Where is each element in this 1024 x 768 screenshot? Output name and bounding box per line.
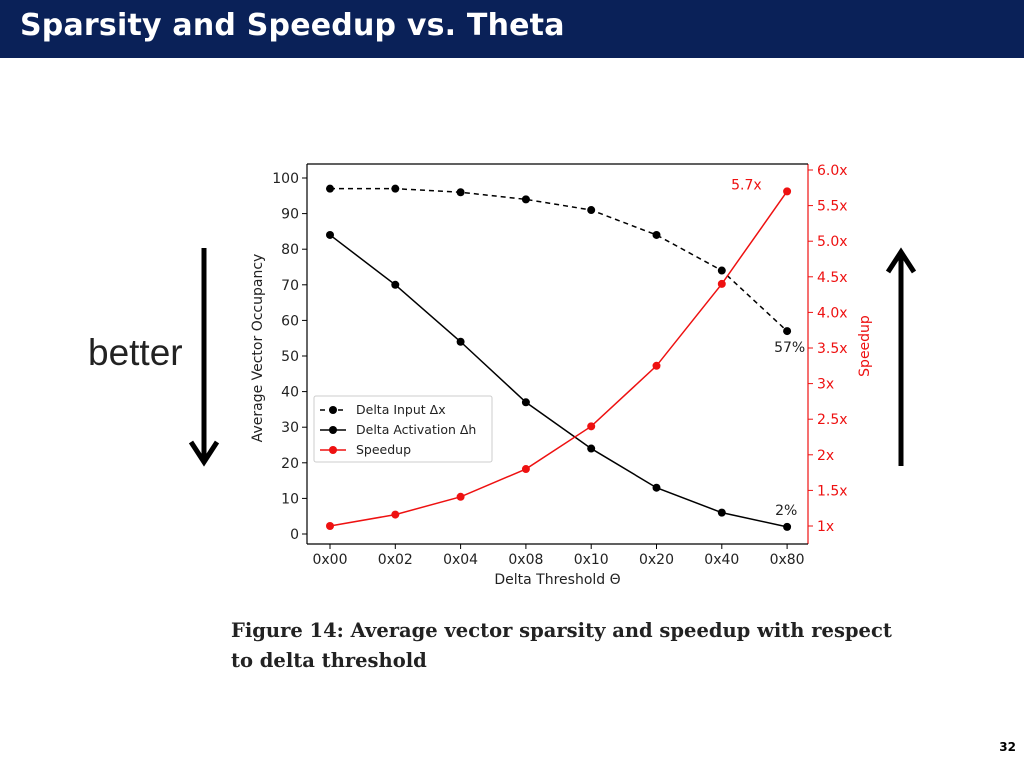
series-2-point	[717, 279, 726, 288]
right-tick-label: 3.5x	[817, 341, 848, 357]
up-arrow-icon	[885, 247, 917, 466]
series-0-point	[326, 184, 334, 193]
legend-box	[313, 395, 493, 463]
x-tick-label: 0x80	[770, 552, 805, 568]
series-2-point	[521, 465, 530, 474]
series-0-point	[652, 230, 661, 239]
right-tick-label: 5.0x	[817, 234, 848, 250]
series-1-point	[326, 230, 334, 239]
series-1-point	[391, 280, 400, 289]
legend-swatch-marker	[329, 446, 337, 454]
annotation-label: 57%	[774, 340, 805, 356]
better-label: better	[88, 332, 183, 373]
left-tick-label: 60	[281, 313, 299, 329]
left-tick-label: 40	[281, 385, 299, 401]
series-line-2	[329, 190, 788, 527]
x-axis-label: Delta Threshold Θ	[494, 572, 620, 588]
series-line-1	[329, 234, 788, 528]
delta-threshold-chart: 0 10 20 30 40 50 60 70 80 90 100 1x 1.5x 2x 2.5x 3x 3.5x…	[250, 163, 873, 588]
title-bar: Sparsity and Speedup vs. Theta	[0, 0, 1024, 58]
right-tick-label: 1.5x	[817, 483, 848, 499]
series-2-point	[783, 187, 792, 196]
left-tick-label: 30	[281, 420, 299, 436]
legend-entry-label: Speedup	[356, 442, 411, 457]
left-tick-label: 80	[281, 242, 299, 258]
legend-swatch-marker	[329, 406, 337, 414]
x-tick-label: 0x08	[508, 552, 543, 568]
series-0-point	[717, 266, 726, 275]
series-0-point	[521, 195, 530, 204]
x-tick-label: 0x20	[639, 552, 674, 568]
series-2-point	[652, 361, 661, 370]
left-axis-label: Average Vector Occupancy	[250, 254, 266, 443]
x-tick-label: 0x02	[378, 552, 413, 568]
series-1-point	[587, 444, 596, 453]
left-tick-label: 0	[290, 527, 299, 543]
left-tick-label: 70	[281, 278, 299, 294]
slide-title: Sparsity and Speedup vs. Theta	[20, 8, 565, 43]
right-tick-label: 5.5x	[817, 199, 848, 215]
series-1-point	[521, 398, 530, 407]
legend-entry-label: Delta Activation Δh	[356, 422, 476, 437]
x-tick-label: 0x10	[574, 552, 609, 568]
left-tick-label: 20	[281, 456, 299, 472]
left-tick-label: 100	[272, 171, 299, 187]
series-1-point	[717, 508, 726, 517]
series-2-point	[391, 510, 400, 519]
annotation-label: 2%	[775, 503, 797, 519]
right-axis-label: Speedup	[857, 315, 873, 377]
right-tick-label: 4.5x	[817, 270, 848, 286]
left-tick-label: 50	[281, 349, 299, 365]
series-1-point	[456, 337, 465, 346]
right-tick-label: 2x	[817, 448, 834, 464]
series-2-point	[456, 492, 465, 501]
legend-entry-label: Delta Input Δx	[356, 402, 446, 417]
right-tick-label: 6.0x	[817, 163, 848, 179]
series-1-point	[783, 522, 792, 531]
x-tick-label: 0x04	[443, 552, 478, 568]
series-2-point	[326, 522, 334, 530]
right-tick-label: 2.5x	[817, 412, 848, 428]
series-2-point	[587, 422, 596, 431]
right-tick-label: 3x	[817, 377, 834, 393]
legend-swatch-marker	[329, 426, 337, 434]
right-tick-label: 4.0x	[817, 305, 848, 321]
series-0-point	[783, 327, 792, 336]
figure-caption: Figure 14: Average vector sparsity and s…	[231, 619, 892, 672]
x-tick-label: 0x40	[704, 552, 739, 568]
page-number: 32	[999, 740, 1016, 754]
left-tick-label: 10	[281, 491, 299, 507]
series-1-point	[652, 483, 661, 492]
series-line-0	[330, 187, 788, 332]
series-0-point	[391, 184, 400, 193]
down-arrow-icon	[188, 248, 220, 467]
left-tick-label: 90	[281, 207, 299, 223]
right-tick-label: 1x	[817, 519, 834, 535]
x-tick-label: 0x00	[312, 552, 347, 568]
annotation-label: 5.7x	[731, 177, 762, 193]
series-0-point	[456, 188, 465, 197]
series-0-point	[587, 206, 596, 215]
